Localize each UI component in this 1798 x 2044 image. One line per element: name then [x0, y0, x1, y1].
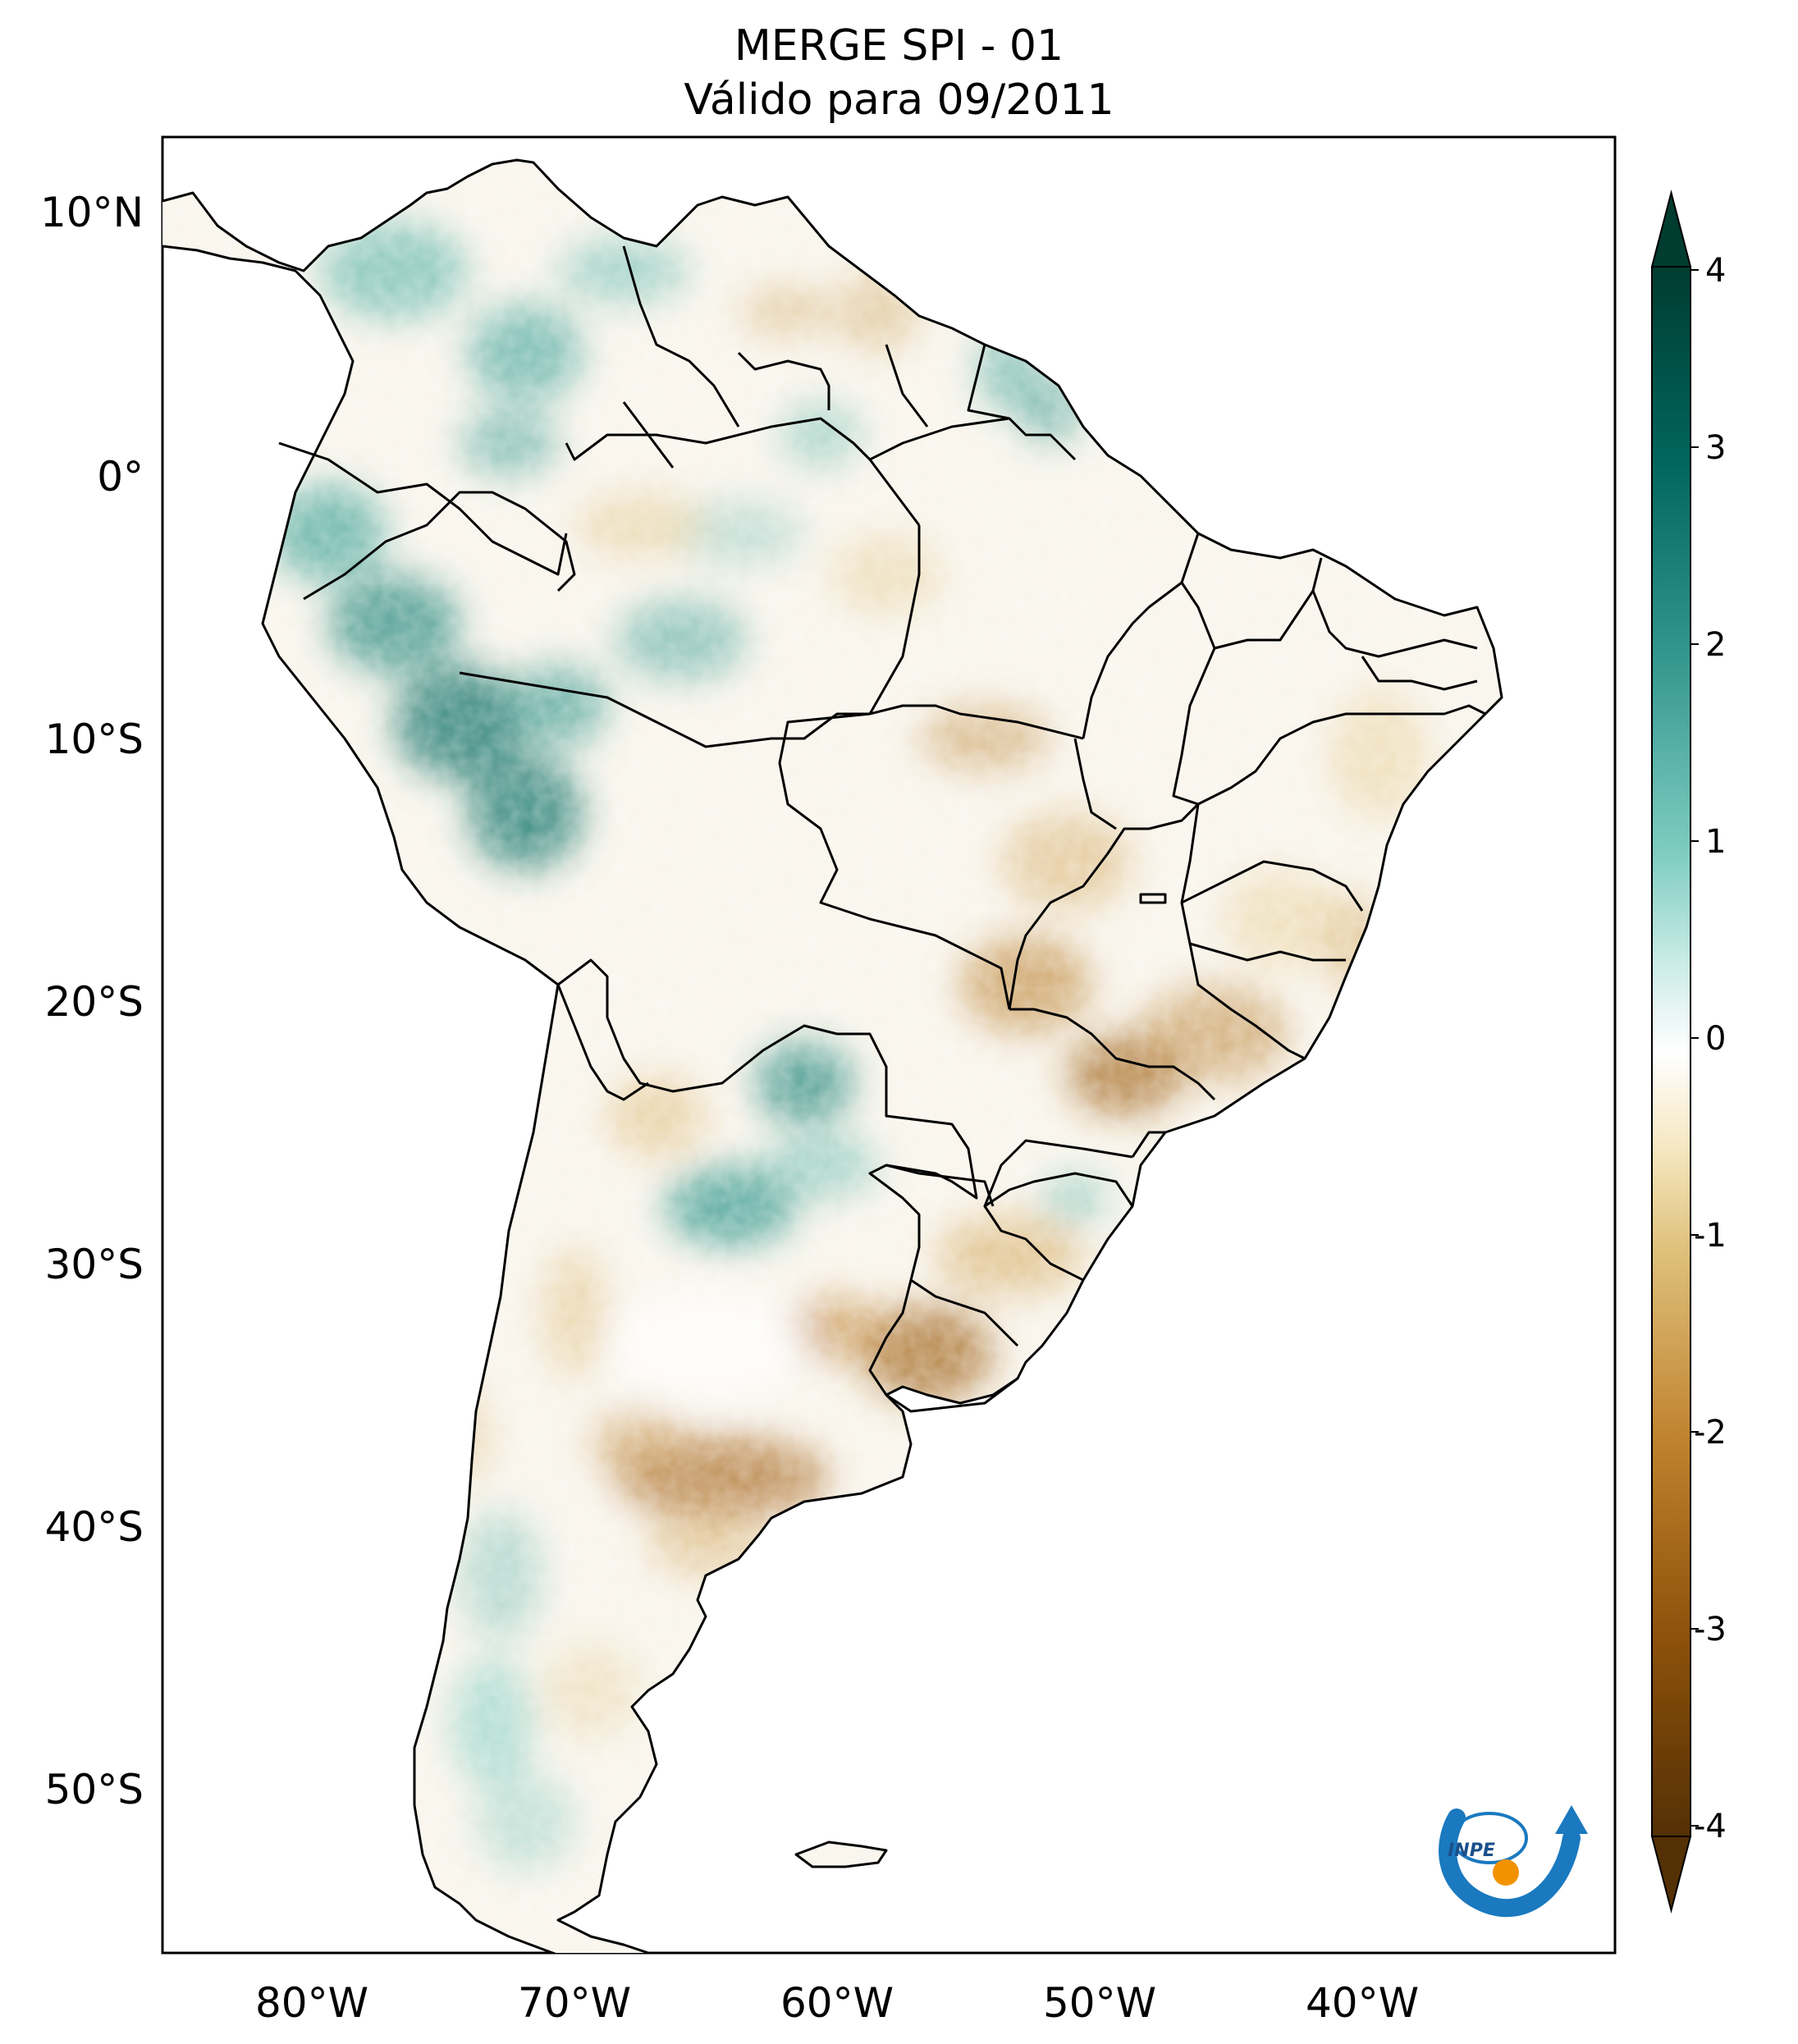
latitude-labels: 10°N 0° 10°S 20°S 30°S 40°S 50°S	[40, 189, 144, 1813]
logo-text: INPE	[1448, 1841, 1495, 1861]
logo-arrow-icon	[1555, 1805, 1588, 1834]
lon-label: 60°W	[780, 1979, 894, 2027]
boundaries	[162, 158, 1503, 1953]
colorbar-label: 0	[1705, 1020, 1726, 1058]
colorbar-label: -4	[1694, 1808, 1727, 1845]
lat-label: 10°S	[45, 716, 144, 763]
logo-orbit-icon	[1451, 1812, 1528, 1864]
colorbar-min-arrow	[1650, 1836, 1692, 1914]
colorbar-max-arrow	[1650, 190, 1692, 268]
colorbar-label: 3	[1705, 429, 1726, 467]
lat-label: 30°S	[45, 1241, 144, 1288]
lat-label: 0°	[97, 453, 144, 501]
lon-label: 50°W	[1043, 1979, 1156, 2027]
colorbar-label: -2	[1694, 1414, 1727, 1452]
lon-label: 80°W	[255, 1979, 368, 2027]
lat-label: 20°S	[45, 978, 144, 1026]
colorbar-label: 2	[1705, 626, 1726, 664]
lat-label: 10°N	[40, 189, 144, 236]
lon-label: 70°W	[518, 1979, 631, 2027]
colorbar-ticks	[1690, 269, 1699, 1827]
lat-label: 40°S	[45, 1503, 144, 1551]
map-subtitle: Válido para 09/2011	[684, 75, 1114, 125]
inpe-logo: INPE	[1439, 1805, 1588, 1918]
logo-arc-icon	[1439, 1809, 1581, 1918]
colorbar-label: -3	[1694, 1611, 1727, 1648]
logo-dot-icon	[1493, 1859, 1519, 1886]
colorbar-labels: 4 3 2 1 0 -1 -2 -3 -4	[1694, 252, 1727, 1845]
lon-label: 40°W	[1306, 1979, 1419, 2027]
colorbar-label: 4	[1705, 252, 1726, 290]
map-title: MERGE SPI - 01	[734, 21, 1064, 71]
longitude-labels: 80°W 70°W 60°W 50°W 40°W	[255, 1979, 1419, 2027]
lat-label: 50°S	[45, 1766, 144, 1813]
colorbar-label: 1	[1705, 823, 1726, 861]
colorbar-label: -1	[1694, 1217, 1727, 1255]
colorbar	[1650, 190, 1692, 1914]
